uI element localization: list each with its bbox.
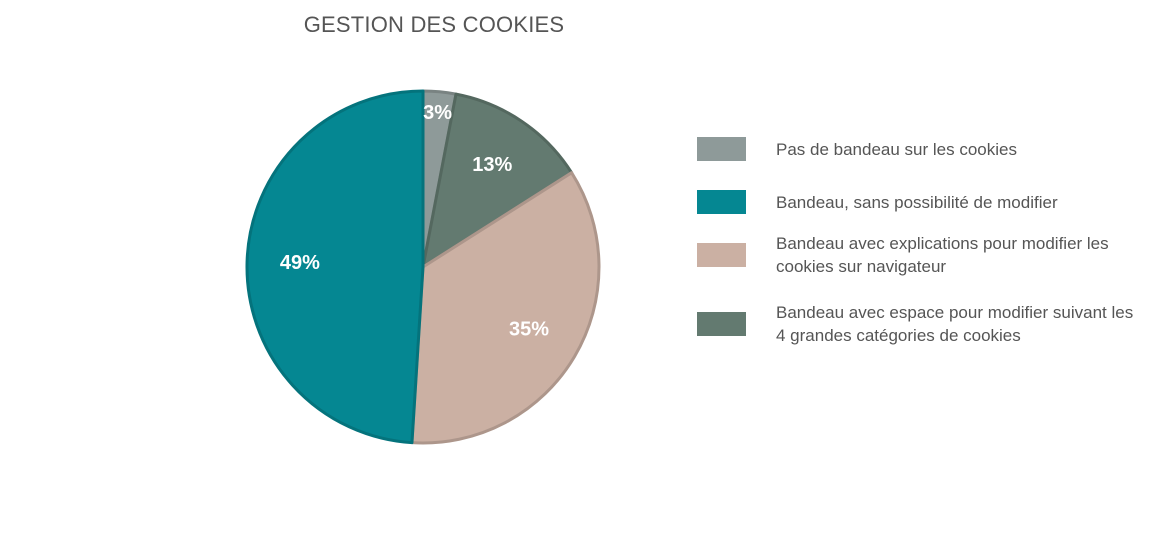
legend-label: Bandeau avec explications pour modifier …	[776, 234, 1109, 276]
slice-label-banner-explanations: 35%	[509, 319, 549, 341]
legend-swatch	[697, 312, 746, 336]
legend-swatch	[697, 190, 746, 214]
slice-banner-explanations	[410, 171, 601, 445]
slice-banner-categories	[421, 92, 574, 269]
slice-label-no-banner: 3%	[423, 102, 452, 124]
slice-label-banner-no-modify: 49%	[280, 252, 320, 274]
legend-label: Bandeau avec espace pour modifier suivan…	[776, 303, 1134, 345]
legend-item-banner-explanations: Bandeau avec explications pour modifier …	[697, 232, 1147, 278]
legend-swatch	[697, 137, 746, 161]
chart-title: GESTION DES COOKIES	[303, 12, 565, 37]
legend-item-no-banner: Pas de bandeau sur les cookies	[697, 137, 1147, 161]
legend-swatch	[697, 243, 746, 267]
legend-label: Bandeau, sans possibilité de modifier	[776, 192, 1058, 212]
legend-item-banner-no-modify: Bandeau, sans possibilité de modifier	[697, 190, 1147, 214]
legend-item-banner-categories: Bandeau avec espace pour modifier suivan…	[697, 301, 1147, 347]
legend-label: Pas de bandeau sur les cookies	[776, 139, 1017, 159]
slice-banner-no-modify	[245, 89, 425, 445]
slice-label-banner-categories: 13%	[472, 154, 512, 176]
